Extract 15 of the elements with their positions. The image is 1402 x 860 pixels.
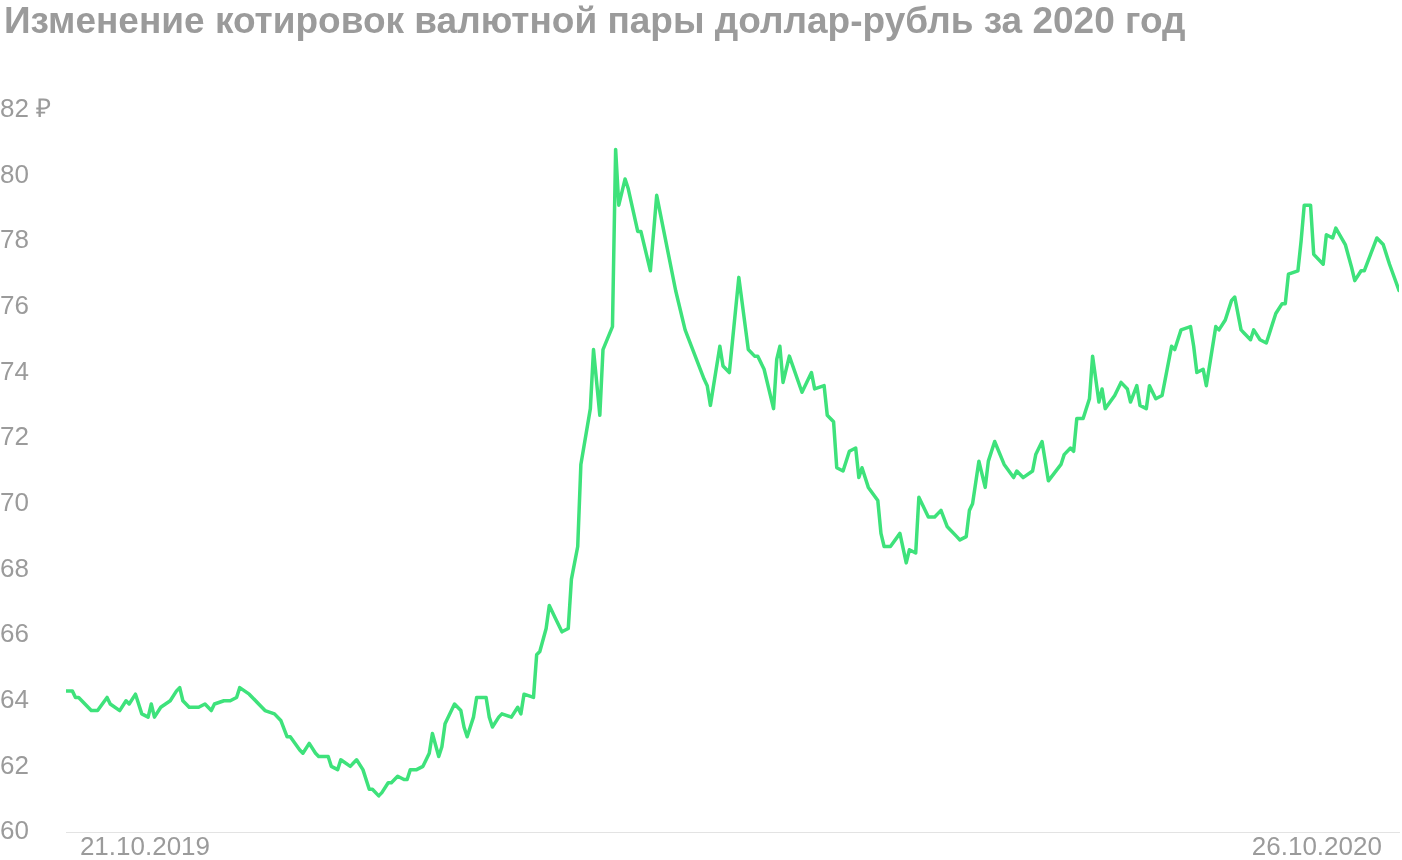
y-tick-label: 72	[0, 421, 29, 452]
y-tick-label: 64	[0, 683, 29, 714]
y-tick-label: 66	[0, 618, 29, 649]
y-tick-label: 76	[0, 290, 29, 321]
y-tick-label: 82 ₽	[0, 93, 52, 124]
y-tick-label: 68	[0, 552, 29, 583]
x-tick-label: 21.10.2019	[79, 830, 211, 860]
x-tick-label: 26.10.2020	[1251, 830, 1382, 860]
y-tick-label: 70	[0, 486, 29, 517]
y-tick-label: 60	[0, 815, 29, 846]
y-tick-label: 78	[0, 224, 29, 255]
y-tick-label: 74	[0, 355, 29, 386]
y-tick-label: 80	[0, 158, 29, 189]
y-tick-label: 62	[0, 749, 29, 780]
chart-title: Изменение котировок валютной пары доллар-рубль за 2020 год	[4, 0, 1186, 42]
